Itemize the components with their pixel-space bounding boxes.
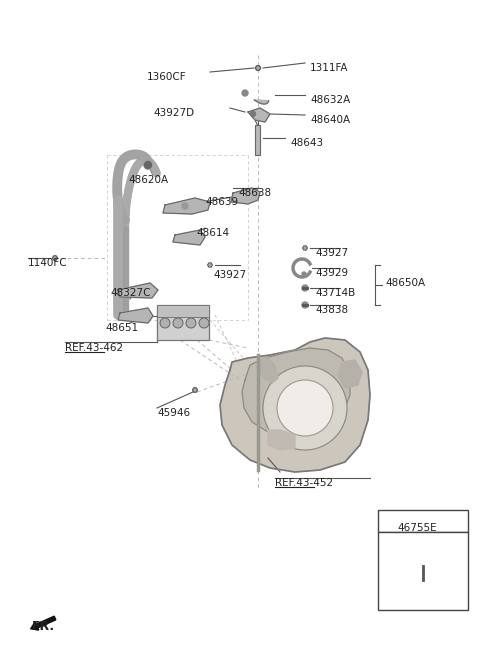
Bar [255, 125, 260, 155]
Circle shape [53, 256, 57, 260]
Polygon shape [231, 188, 260, 204]
Polygon shape [255, 66, 261, 70]
Text: 48632A: 48632A [310, 95, 350, 105]
Text: 43714B: 43714B [315, 288, 355, 298]
Text: 48651: 48651 [105, 323, 138, 333]
Polygon shape [420, 557, 426, 562]
Circle shape [302, 285, 308, 291]
Text: 48327C: 48327C [110, 288, 151, 298]
Text: 48614: 48614 [196, 228, 229, 238]
Circle shape [160, 318, 170, 328]
Text: 48643: 48643 [290, 138, 323, 148]
Circle shape [302, 272, 306, 276]
Text: 48638: 48638 [238, 188, 271, 198]
Text: 1311FA: 1311FA [310, 63, 348, 73]
Bar [157, 305, 209, 340]
Polygon shape [207, 263, 213, 267]
Text: 46755E: 46755E [397, 523, 437, 533]
Bar [378, 532, 468, 610]
Circle shape [182, 203, 188, 209]
Polygon shape [173, 230, 205, 245]
Text: 48640A: 48640A [310, 115, 350, 125]
Circle shape [255, 66, 261, 70]
Circle shape [173, 318, 183, 328]
Bar [157, 305, 209, 317]
Polygon shape [257, 358, 278, 383]
Text: REF.43-452: REF.43-452 [275, 478, 333, 488]
Text: 48620A: 48620A [128, 175, 168, 185]
Text: 43927: 43927 [315, 248, 348, 258]
Circle shape [186, 318, 196, 328]
Bar [378, 510, 468, 532]
Polygon shape [220, 338, 370, 472]
Polygon shape [248, 108, 270, 122]
Polygon shape [52, 256, 58, 260]
Text: 43838: 43838 [315, 305, 348, 315]
Polygon shape [192, 388, 197, 392]
Text: FR.: FR. [32, 620, 55, 633]
Text: REF.43-462: REF.43-462 [65, 343, 123, 353]
Polygon shape [254, 100, 269, 104]
Text: 43927: 43927 [213, 270, 246, 280]
Polygon shape [338, 360, 362, 388]
Polygon shape [242, 348, 350, 437]
Circle shape [144, 162, 152, 168]
Circle shape [302, 302, 308, 308]
Text: 48650A: 48650A [385, 278, 425, 288]
Text: 43927D: 43927D [154, 108, 195, 118]
Circle shape [277, 380, 333, 436]
Circle shape [242, 90, 248, 96]
Text: 43929: 43929 [315, 268, 348, 278]
Text: 48639: 48639 [205, 197, 238, 207]
Polygon shape [268, 430, 295, 450]
Circle shape [263, 366, 347, 450]
Polygon shape [163, 198, 210, 214]
Text: 45946: 45946 [157, 408, 190, 418]
Text: 1360CF: 1360CF [146, 72, 186, 82]
Circle shape [251, 112, 255, 116]
FancyArrow shape [31, 616, 56, 630]
Polygon shape [302, 246, 308, 250]
Circle shape [420, 553, 425, 558]
Circle shape [199, 318, 209, 328]
Polygon shape [118, 283, 158, 298]
Circle shape [193, 388, 197, 392]
Polygon shape [118, 308, 153, 323]
Text: 1140FC: 1140FC [28, 258, 68, 268]
